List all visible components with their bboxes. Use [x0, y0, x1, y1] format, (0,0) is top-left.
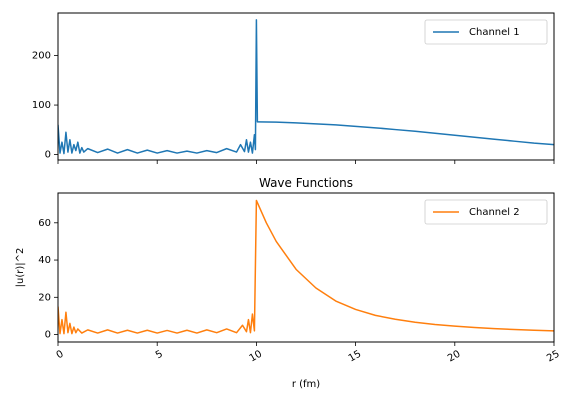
- series-line-2-1: [58, 199, 554, 335]
- x-tick-label: 15: [347, 349, 364, 365]
- x-tick-label: 20: [446, 349, 463, 365]
- top-axis-ticks: 0 100 200: [32, 51, 555, 164]
- x-tick-label: 25: [545, 349, 562, 365]
- x-tick-label: 10: [248, 349, 265, 365]
- top-axes-frame: [57, 12, 555, 161]
- x-tick-label: 5: [154, 349, 165, 362]
- y-tick-label: 100: [32, 100, 51, 111]
- bottom-legend: Channel 2: [424, 199, 548, 225]
- y-tick-label: 200: [32, 51, 51, 62]
- series-line-1-1: [58, 19, 554, 155]
- y-tick-label: 60: [38, 218, 51, 229]
- chart-title: Wave Functions: [259, 176, 353, 190]
- legend-label: Channel 1: [469, 27, 520, 38]
- legend-label: Channel 2: [469, 207, 520, 218]
- bottom-panel: 0 5 10 15 20 25 0 20 40 60 Channel 2: [38, 192, 562, 365]
- top-legend: Channel 1: [424, 19, 548, 45]
- top-panel: 0 100 200 Channel 1: [32, 12, 555, 164]
- y-tick-label: 0: [45, 150, 51, 161]
- bottom-axis-ticks: 0 5 10 15 20 25 0 20 40 60: [38, 218, 561, 365]
- legend-box: [424, 199, 548, 225]
- y-tick-label: 20: [38, 292, 51, 303]
- y-axis-label: |u(r)|^2: [15, 248, 26, 288]
- top-plot-area: [58, 19, 554, 155]
- y-tick-label: 0: [45, 330, 51, 341]
- x-tick-label: 0: [55, 349, 66, 362]
- legend-box: [424, 19, 548, 45]
- bottom-axes-frame: [57, 192, 555, 343]
- x-axis-label: r (fm): [292, 379, 320, 390]
- bottom-plot-area: [58, 199, 554, 335]
- y-tick-label: 40: [38, 255, 51, 266]
